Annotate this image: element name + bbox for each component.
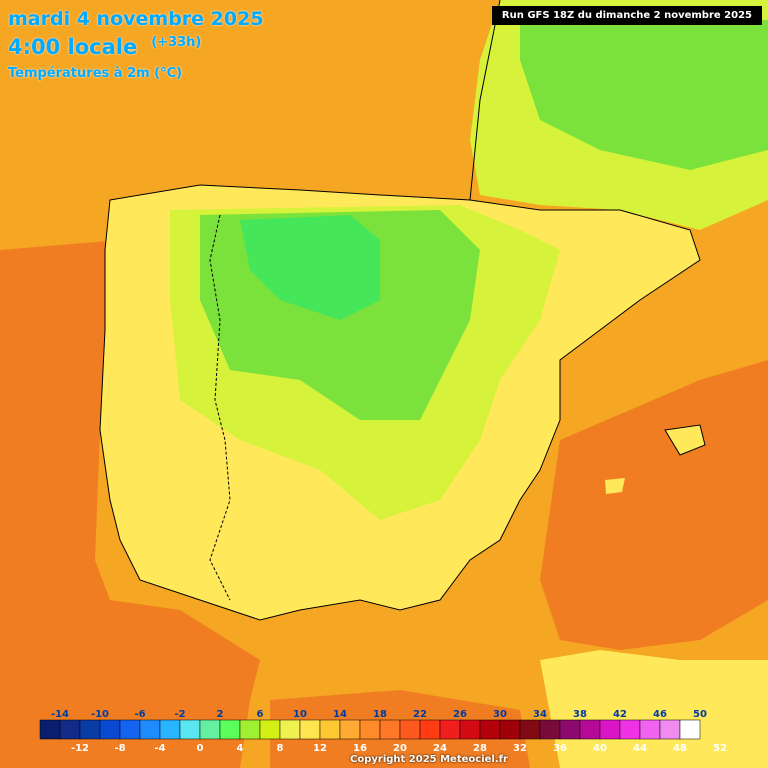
legend-label-upper: 22 <box>413 709 427 720</box>
legend-label-upper: 38 <box>573 709 587 720</box>
legend-swatch <box>99 719 121 740</box>
legend-label-upper: 42 <box>613 709 627 720</box>
legend-label-lower: 48 <box>673 743 687 754</box>
france-cold-zone <box>520 20 768 170</box>
legend-swatch <box>639 719 661 740</box>
legend-label-upper: 2 <box>217 709 224 720</box>
forecast-hour: 4:00 locale <box>8 35 138 59</box>
legend-label-upper: -2 <box>174 709 185 720</box>
legend-swatch <box>299 719 321 740</box>
legend-swatch <box>599 719 621 740</box>
temperature-legend: -14 -10 -6 -2 2 6 10 14 18 22 26 30 34 38 42 46 50-12 -8-… <box>39 709 727 754</box>
legend-label-upper: -6 <box>134 709 145 720</box>
legend-swatch <box>339 719 361 740</box>
legend-label-lower: 44 <box>633 743 647 754</box>
legend-swatch <box>219 719 241 740</box>
legend-swatch <box>459 719 481 740</box>
legend-label-lower: 40 <box>593 743 607 754</box>
title-block: mardi 4 novembre 2025 4:00 locale (+33h) … <box>8 8 264 81</box>
legend-label-lower: 0 <box>197 743 204 754</box>
legend-label-upper: 18 <box>373 709 387 720</box>
legend-label-upper: -14 <box>51 709 69 720</box>
legend-swatch <box>679 719 701 740</box>
legend-label-lower: 32 <box>513 743 527 754</box>
forecast-date: mardi 4 novembre 2025 <box>8 8 264 30</box>
legend-label-lower: -12 <box>71 743 89 754</box>
legend-swatch <box>379 719 401 740</box>
legend-swatch <box>479 719 501 740</box>
field-name: Températures à 2m (°C) <box>8 66 183 81</box>
forecast-offset: (+33h) <box>151 35 202 50</box>
legend-swatch <box>559 719 581 740</box>
legend-label-lower: -4 <box>154 743 165 754</box>
legend-label-upper: -10 <box>91 709 109 720</box>
legend-label-lower: 4 <box>237 743 244 754</box>
legend-label-upper: 46 <box>653 709 667 720</box>
copyright: Copyright 2025 Meteociel.fr <box>350 754 508 765</box>
legend-swatch <box>119 719 141 740</box>
land-colder-zone <box>240 215 380 320</box>
legend-label-lower: 12 <box>313 743 327 754</box>
warm-sea-southwest <box>0 240 260 768</box>
warm-sea-southeast <box>540 360 768 650</box>
legend-swatch <box>399 719 421 740</box>
legend-swatch <box>539 719 561 740</box>
legend-swatch <box>659 719 681 740</box>
legend-swatch <box>139 719 161 740</box>
legend-swatch <box>419 719 441 740</box>
legend-swatch <box>319 719 341 740</box>
legend-swatch <box>259 719 281 740</box>
legend-label-lower: 28 <box>473 743 487 754</box>
legend-swatch <box>199 719 221 740</box>
legend-label-lower: -8 <box>114 743 125 754</box>
legend-swatch <box>179 719 201 740</box>
legend-label-upper: 34 <box>533 709 547 720</box>
legend-swatch <box>619 719 641 740</box>
legend-swatch <box>499 719 521 740</box>
run-label: Run GFS 18Z du dimanche 2 novembre 2025 <box>491 6 762 25</box>
legend-label-upper: 50 <box>693 709 707 720</box>
forecast-time: 4:00 locale (+33h) <box>8 30 264 60</box>
legend-swatch <box>579 719 601 740</box>
legend-label-upper: 6 <box>257 709 264 720</box>
legend-label-lower: 16 <box>353 743 367 754</box>
legend-label-upper: 14 <box>333 709 347 720</box>
legend-swatch <box>279 719 301 740</box>
legend-label-upper: 26 <box>453 709 467 720</box>
legend-label-upper: 30 <box>493 709 507 720</box>
legend-swatch <box>59 719 81 740</box>
legend-label-lower: 24 <box>433 743 447 754</box>
legend-label-lower: 36 <box>553 743 567 754</box>
legend-label-lower: 8 <box>277 743 284 754</box>
legend-swatch <box>159 719 181 740</box>
legend-label-lower: 52 <box>713 743 727 754</box>
legend-label-lower: 20 <box>393 743 407 754</box>
country-borders <box>99 0 706 621</box>
legend-label-upper: 10 <box>293 709 307 720</box>
legend-swatch <box>359 719 381 740</box>
legend-swatch <box>519 719 541 740</box>
legend-swatch <box>239 719 261 740</box>
balearic-islands <box>605 425 705 494</box>
legend-swatch <box>79 719 101 740</box>
legend-swatch <box>39 719 61 740</box>
legend-swatch <box>439 719 461 740</box>
